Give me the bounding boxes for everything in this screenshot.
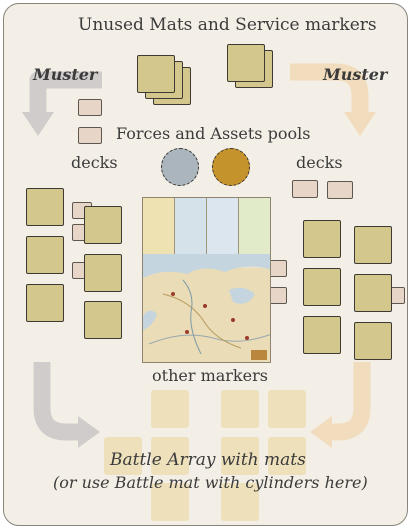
player-mat-right xyxy=(303,316,341,354)
service-marker xyxy=(78,99,102,116)
battle-mat xyxy=(151,483,189,521)
game-board xyxy=(142,197,271,363)
muster-arrow-left xyxy=(29,71,102,113)
unused-mats-label: Unused Mats and Service markers xyxy=(78,15,377,35)
battle-arrow-right-head xyxy=(310,416,332,448)
battle-mat xyxy=(104,437,142,475)
battle-arrow-left xyxy=(33,362,78,441)
deck-marker xyxy=(292,180,318,198)
battle-mat xyxy=(221,437,259,475)
player-mat-left xyxy=(26,236,64,274)
muster-arrow-right xyxy=(290,63,369,113)
battle-arrow-right xyxy=(329,362,371,441)
player-mat-right xyxy=(354,322,392,360)
board-track-1 xyxy=(143,198,175,254)
battle-array-label: Battle Array with mats xyxy=(110,450,306,470)
player-mat-left xyxy=(84,206,122,244)
board-track-4 xyxy=(239,198,270,254)
forces-pool xyxy=(161,148,199,186)
pools-label: Forces and Assets pools xyxy=(116,124,311,143)
player-mat-right xyxy=(303,268,341,306)
deck-marker xyxy=(327,181,353,199)
battle-mat xyxy=(268,390,306,428)
player-mat-right xyxy=(303,220,341,258)
battle-arrow-left-head xyxy=(78,416,100,448)
player-mat-right xyxy=(354,274,392,312)
decks-label-left: decks xyxy=(71,153,118,172)
battle-mat xyxy=(151,437,189,475)
player-mat-right xyxy=(354,226,392,264)
muster-label-left: Muster xyxy=(33,65,98,84)
muster-arrow-left-head xyxy=(22,112,54,136)
board-track-2 xyxy=(175,198,207,254)
player-mat-left xyxy=(26,188,64,226)
player-mat-left xyxy=(84,301,122,339)
player-mat-left xyxy=(26,284,64,322)
player-mat-left xyxy=(84,254,122,292)
other-markers-label: other markers xyxy=(152,366,268,385)
battle-mat xyxy=(221,390,259,428)
battle-mat xyxy=(221,483,259,521)
board-track-3 xyxy=(207,198,239,254)
battle-mat xyxy=(151,390,189,428)
muster-arrow-right-head xyxy=(344,112,376,136)
decks-label-right: decks xyxy=(296,153,343,172)
battle-mat xyxy=(268,437,306,475)
board-map xyxy=(143,254,270,362)
assets-pool xyxy=(212,148,250,186)
unused-mat-stack-right-1 xyxy=(227,44,265,82)
muster-label-right: Muster xyxy=(323,65,388,84)
unused-mat-stack-left-1 xyxy=(137,55,175,93)
battle-mat-note: (or use Battle mat with cylinders here) xyxy=(53,473,368,492)
service-marker xyxy=(78,127,102,144)
